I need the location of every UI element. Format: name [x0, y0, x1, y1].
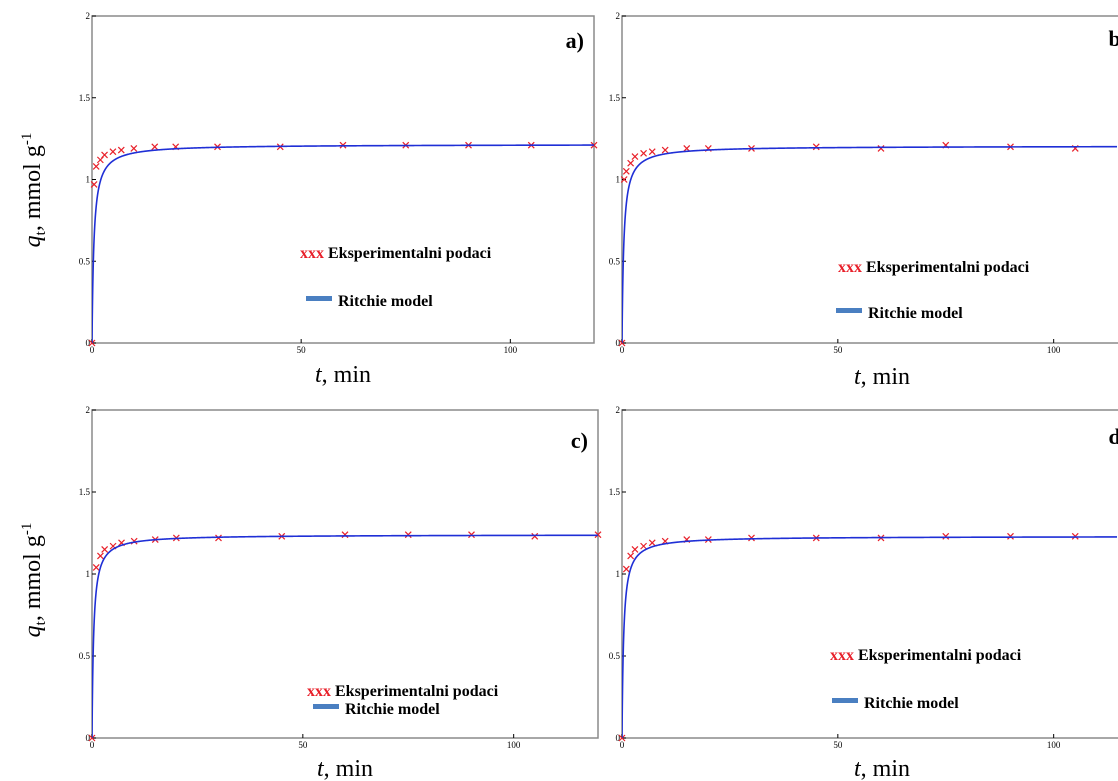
- data-point: [404, 531, 412, 539]
- legend-entry-experimental: xxx Eksperimentalni podaci: [830, 647, 1022, 664]
- y-tick-label: 1.5: [609, 487, 621, 497]
- data-point: [648, 539, 656, 547]
- data-point: [640, 542, 648, 550]
- y-axis-title-top: qt, mmol g-1: [4, 20, 54, 360]
- model-curve-d: [622, 536, 1117, 738]
- y-tick-label: 1.5: [79, 93, 91, 103]
- data-point: [622, 565, 630, 573]
- y-tick-label: 0.5: [79, 256, 91, 266]
- y-tick-label: 0: [616, 338, 621, 348]
- legend-model-swatch: [313, 704, 339, 709]
- data-point: [627, 159, 635, 167]
- data-point: [92, 162, 100, 170]
- data-point: [661, 146, 669, 154]
- data-point: [877, 145, 885, 152]
- y-tick-label: 0: [616, 733, 621, 743]
- x-axis-title: t, min: [854, 364, 910, 390]
- y-tick-label: 2: [86, 11, 91, 21]
- x-tick-label: 50: [833, 740, 843, 750]
- data-point: [468, 531, 475, 539]
- data-point: [117, 146, 125, 154]
- x-tick-label: 0: [90, 345, 95, 355]
- data-point: [620, 176, 628, 183]
- data-point: [640, 149, 648, 157]
- legend-entry-model: Ritchie model: [868, 305, 963, 322]
- x-tick-label: 0: [620, 345, 625, 355]
- x-tick-label: 100: [507, 740, 521, 750]
- data-point: [92, 564, 100, 571]
- y-tick-label: 1: [86, 175, 91, 185]
- chart-c: 0 0.5 1 1.5 2 0 50 100 c) t, min xxx Eksperimental…: [79, 405, 602, 781]
- data-point: [151, 143, 159, 151]
- x-tick-label: 100: [1047, 345, 1061, 355]
- x-axis-title: t, min: [315, 362, 371, 388]
- plot-frame-d: [621, 409, 1118, 739]
- data-point: [748, 534, 755, 542]
- x-tick-label: 50: [833, 345, 843, 355]
- legend-entry-model: Ritchie model: [338, 293, 433, 310]
- y-tick-label: 0.5: [79, 651, 91, 661]
- y-tick-label: 1.5: [79, 487, 91, 497]
- x-tick-label: 50: [297, 345, 307, 355]
- legend-entry-model: Ritchie model: [345, 701, 440, 718]
- panel-label-c: c): [571, 428, 588, 453]
- data-point: [627, 552, 635, 560]
- legend-model-swatch: [832, 698, 858, 703]
- legend-entry-experimental: xxx Eksperimentalni podaci: [307, 683, 499, 700]
- y-tick-label: 0.5: [609, 651, 621, 661]
- data-point: [1007, 532, 1014, 540]
- x-tick-label: 0: [620, 740, 625, 750]
- x-tick-label: 50: [298, 740, 308, 750]
- data-point: [631, 153, 639, 161]
- legend-entry-experimental: xxx Eksperimentalni podaci: [300, 245, 492, 262]
- legend-model-swatch: [836, 308, 862, 313]
- legend-entry-experimental: xxx Eksperimentalni podaci: [838, 259, 1030, 276]
- panel-label-d: d): [1108, 424, 1118, 449]
- data-point: [97, 552, 104, 560]
- x-axis-title: t, min: [317, 756, 373, 781]
- data-point: [942, 532, 950, 540]
- y-tick-label: 2: [616, 405, 621, 415]
- panel-label-b: b): [1108, 26, 1118, 51]
- y-tick-label: 1: [86, 569, 91, 579]
- data-point: [648, 148, 656, 156]
- svg-text:qt, mmol g-1: qt, mmol g-1: [19, 133, 49, 248]
- data-point: [109, 148, 117, 156]
- y-tick-label: 0: [86, 733, 91, 743]
- data-point: [130, 145, 138, 152]
- y-tick-label: 0: [86, 338, 91, 348]
- data-point: [90, 180, 98, 188]
- legend-model-swatch: [306, 296, 332, 301]
- svg-text:qt, mmol g-1: qt, mmol g-1: [19, 523, 49, 638]
- data-point: [812, 143, 820, 151]
- x-tick-label: 100: [504, 345, 518, 355]
- y-tick-label: 0.5: [609, 256, 621, 266]
- x-tick-label: 0: [90, 740, 95, 750]
- x-tick-label: 100: [1047, 740, 1061, 750]
- data-point: [101, 545, 109, 553]
- y-axis-title-bottom: qt, mmol g-1: [4, 410, 54, 750]
- chart-b: 0 0.5 1 1.5 2 0 50 100 b) t, min xxx Eksperimental…: [609, 11, 1118, 390]
- model-curve-a: [92, 144, 594, 343]
- y-tick-label: 2: [616, 11, 621, 21]
- data-point: [531, 532, 539, 540]
- x-axis-title: t, min: [854, 756, 910, 781]
- plot-frame-b: [621, 15, 1118, 344]
- y-tick-label: 1: [616, 175, 621, 185]
- legend-entry-model: Ritchie model: [864, 695, 959, 712]
- data-point: [631, 545, 639, 553]
- chart-d: 0 0.5 1 1.5 2 0 50 100 d) t, min xxx Eksperimental…: [609, 405, 1118, 781]
- panel-label-a: a): [566, 28, 584, 53]
- y-tick-label: 1.5: [609, 93, 621, 103]
- model-curve-c: [92, 534, 598, 738]
- model-curve-b: [622, 145, 1117, 343]
- data-point: [101, 151, 108, 159]
- y-tick-label: 1: [616, 569, 621, 579]
- chart-a: 0 0.5 1 1.5 2 0 50 100 a) t, min xxx Eksperimental…: [79, 11, 598, 388]
- y-tick-label: 2: [86, 405, 91, 415]
- data-point: [622, 167, 630, 175]
